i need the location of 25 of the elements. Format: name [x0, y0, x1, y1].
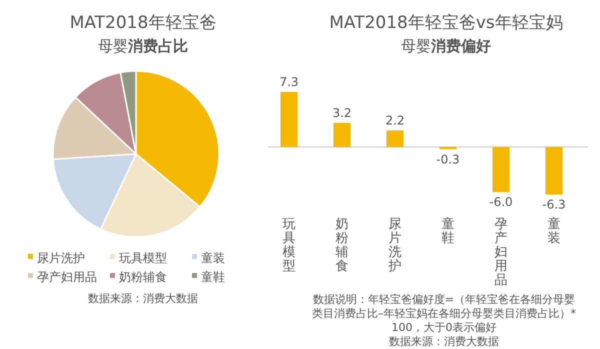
legend-label: 孕产妇用品 — [37, 270, 97, 284]
x-tick-label: 童装 — [548, 216, 560, 246]
x-tick-label: 奶粉辅食 — [336, 217, 348, 274]
data-label: -0.3 — [436, 152, 460, 166]
text: 数据说明：年轻宝爸偏好度=（年轻宝爸在各细分母婴类目消费占比–年轻宝妈在各细分母婴类目消费占比）*100，大于0表示偏好 — [312, 293, 576, 334]
data-label: 7.3 — [279, 75, 299, 89]
chart-subtitle: 母婴消费占比 — [98, 37, 188, 55]
chart-title: MAT2018年轻宝爸vs年轻宝妈 — [329, 13, 563, 33]
x-tick-label: 童鞋 — [442, 216, 454, 246]
source-note: 数据来源：消费大数据 — [88, 292, 198, 305]
legend-label: 奶粉辅食 — [119, 270, 167, 284]
x-tick-label: 玩具模型 — [282, 217, 296, 274]
legend-label: 童装 — [201, 251, 225, 265]
source-note: 数据来源：消费大数据 — [389, 335, 499, 348]
x-tick-label: 孕产妇用品 — [494, 217, 508, 288]
data-label: 3.2 — [332, 106, 352, 120]
chart-subtitle: 母婴消费偏好 — [401, 37, 491, 55]
x-tick-label: 尿片洗护 — [388, 217, 402, 274]
data-label: 2.2 — [385, 113, 405, 128]
legend-label: 玩具模型 — [119, 251, 167, 265]
chart-title: MAT2018年轻宝爸 — [70, 13, 216, 33]
legend-label: 尿片洗护 — [37, 251, 85, 265]
data-label: -6.3 — [542, 197, 566, 212]
legend-label: 童鞋 — [201, 270, 225, 284]
data-label: -6.0 — [489, 195, 513, 210]
